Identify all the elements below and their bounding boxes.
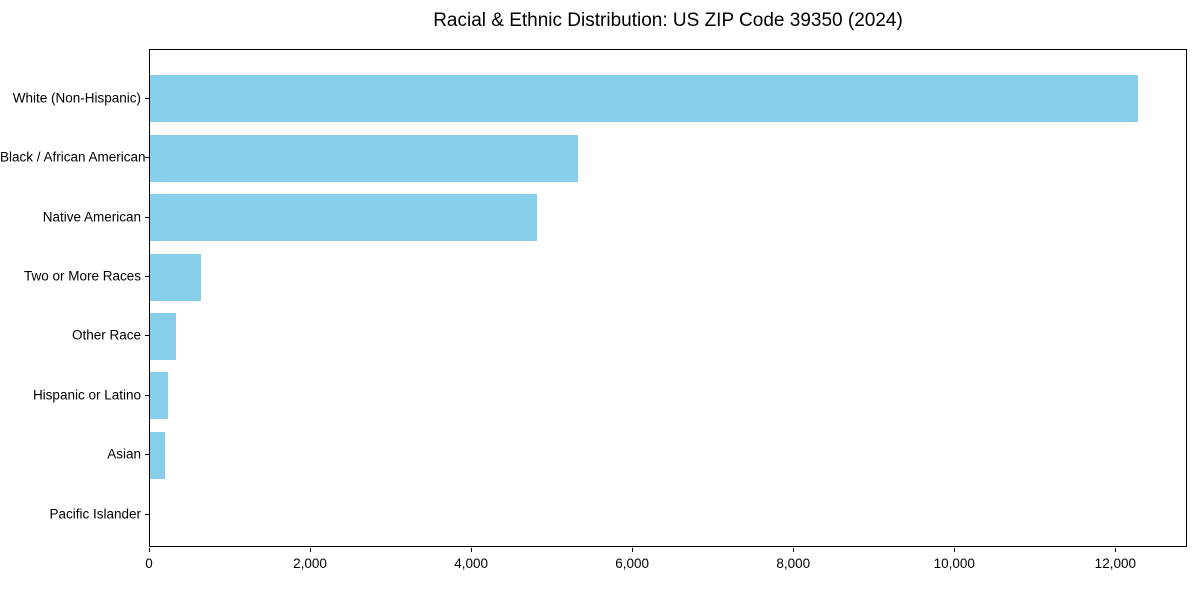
y-tick-label-other-race: Other Race [71, 327, 141, 343]
bar-black-african-american [150, 134, 578, 182]
x-tick-label-8000: 8,000 [776, 556, 811, 571]
x-tick-mark [1114, 548, 1116, 552]
bar-white-non-hispanic [150, 75, 1139, 123]
y-tick-mark [145, 157, 149, 159]
x-tick-label-2000: 2,000 [293, 556, 327, 571]
y-tick-label-asian: Asian [107, 446, 141, 462]
x-tick-label-10000: 10,000 [933, 556, 975, 571]
y-tick-mark [145, 335, 149, 337]
y-tick-label-native-american: Native American [42, 209, 141, 225]
x-tick-mark [470, 548, 472, 552]
bar-asian [150, 431, 166, 479]
x-tick-mark [631, 548, 633, 552]
chart-title: Racial & Ethnic Distribution: US ZIP Cod… [433, 10, 903, 31]
x-tick-label-4000: 4,000 [454, 556, 489, 571]
bar-other-race [150, 312, 176, 360]
x-tick-mark [792, 548, 794, 552]
bar-two-or-more-races [150, 253, 201, 301]
x-tick-label-0: 0 [145, 556, 153, 571]
y-tick-mark [145, 513, 149, 515]
y-tick-mark [145, 394, 149, 396]
y-tick-mark [145, 454, 149, 456]
y-tick-label-black-african-american: Black / African American [0, 149, 146, 165]
y-tick-mark [145, 97, 149, 99]
x-tick-label-6000: 6,000 [615, 556, 650, 571]
y-tick-mark [145, 216, 149, 218]
x-tick-mark [148, 548, 150, 552]
x-tick-label-12000: 12,000 [1094, 556, 1136, 571]
x-tick-mark [309, 548, 311, 552]
y-tick-label-hispanic-or-latino: Hispanic or Latino [32, 387, 141, 403]
y-tick-mark [145, 276, 149, 277]
bar-hispanic-or-latino [150, 372, 168, 420]
bar-native-american [150, 194, 537, 242]
plot-area [149, 49, 1187, 547]
y-tick-label-two-or-more-races: Two or More Races [23, 268, 141, 284]
y-tick-label-pacific-islander: Pacific Islander [49, 506, 141, 522]
y-tick-label-white-non-hispanic: White (Non-Hispanic) [12, 90, 141, 106]
x-tick-mark [953, 548, 955, 552]
